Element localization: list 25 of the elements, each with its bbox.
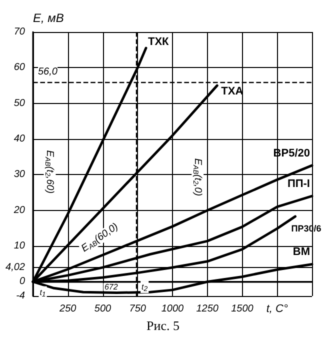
y-tick-label: -4 bbox=[16, 290, 26, 302]
y-axis-title: E, мВ bbox=[33, 11, 64, 25]
y-tick-label: 30 bbox=[14, 169, 26, 180]
x-axis-title: t, C° bbox=[266, 303, 288, 315]
x-tick-label: 500 bbox=[94, 304, 112, 314]
annotation: 672 bbox=[104, 282, 118, 292]
x-tick-label: 250 bbox=[58, 304, 77, 314]
series-label: ТХК bbox=[148, 36, 170, 48]
text: Рис. 5 bbox=[146, 318, 180, 333]
y-tick-label: 20 bbox=[12, 204, 26, 216]
ref-line-label: 56,0 bbox=[38, 66, 58, 78]
y-tick-label: 4,02 bbox=[6, 262, 26, 273]
series-label: ПП-I bbox=[287, 178, 310, 190]
y-tick-label: 0 bbox=[19, 276, 26, 288]
series-label: ВМ bbox=[292, 246, 310, 258]
x-tick-label: 750 bbox=[129, 304, 146, 314]
y-tick-label: 70 bbox=[14, 26, 26, 38]
x-tick-label: 1500 bbox=[231, 304, 254, 314]
y-tick-label: 10 bbox=[14, 240, 26, 252]
x-tick-label: 1000 bbox=[161, 304, 184, 314]
y-tick-label: 40 bbox=[14, 134, 26, 145]
y-tick-label: 50 bbox=[14, 98, 26, 109]
y-tick-label: 60 bbox=[14, 62, 26, 74]
series-label: ТХА bbox=[221, 86, 244, 98]
x-tick-label: 1250 bbox=[196, 304, 219, 314]
